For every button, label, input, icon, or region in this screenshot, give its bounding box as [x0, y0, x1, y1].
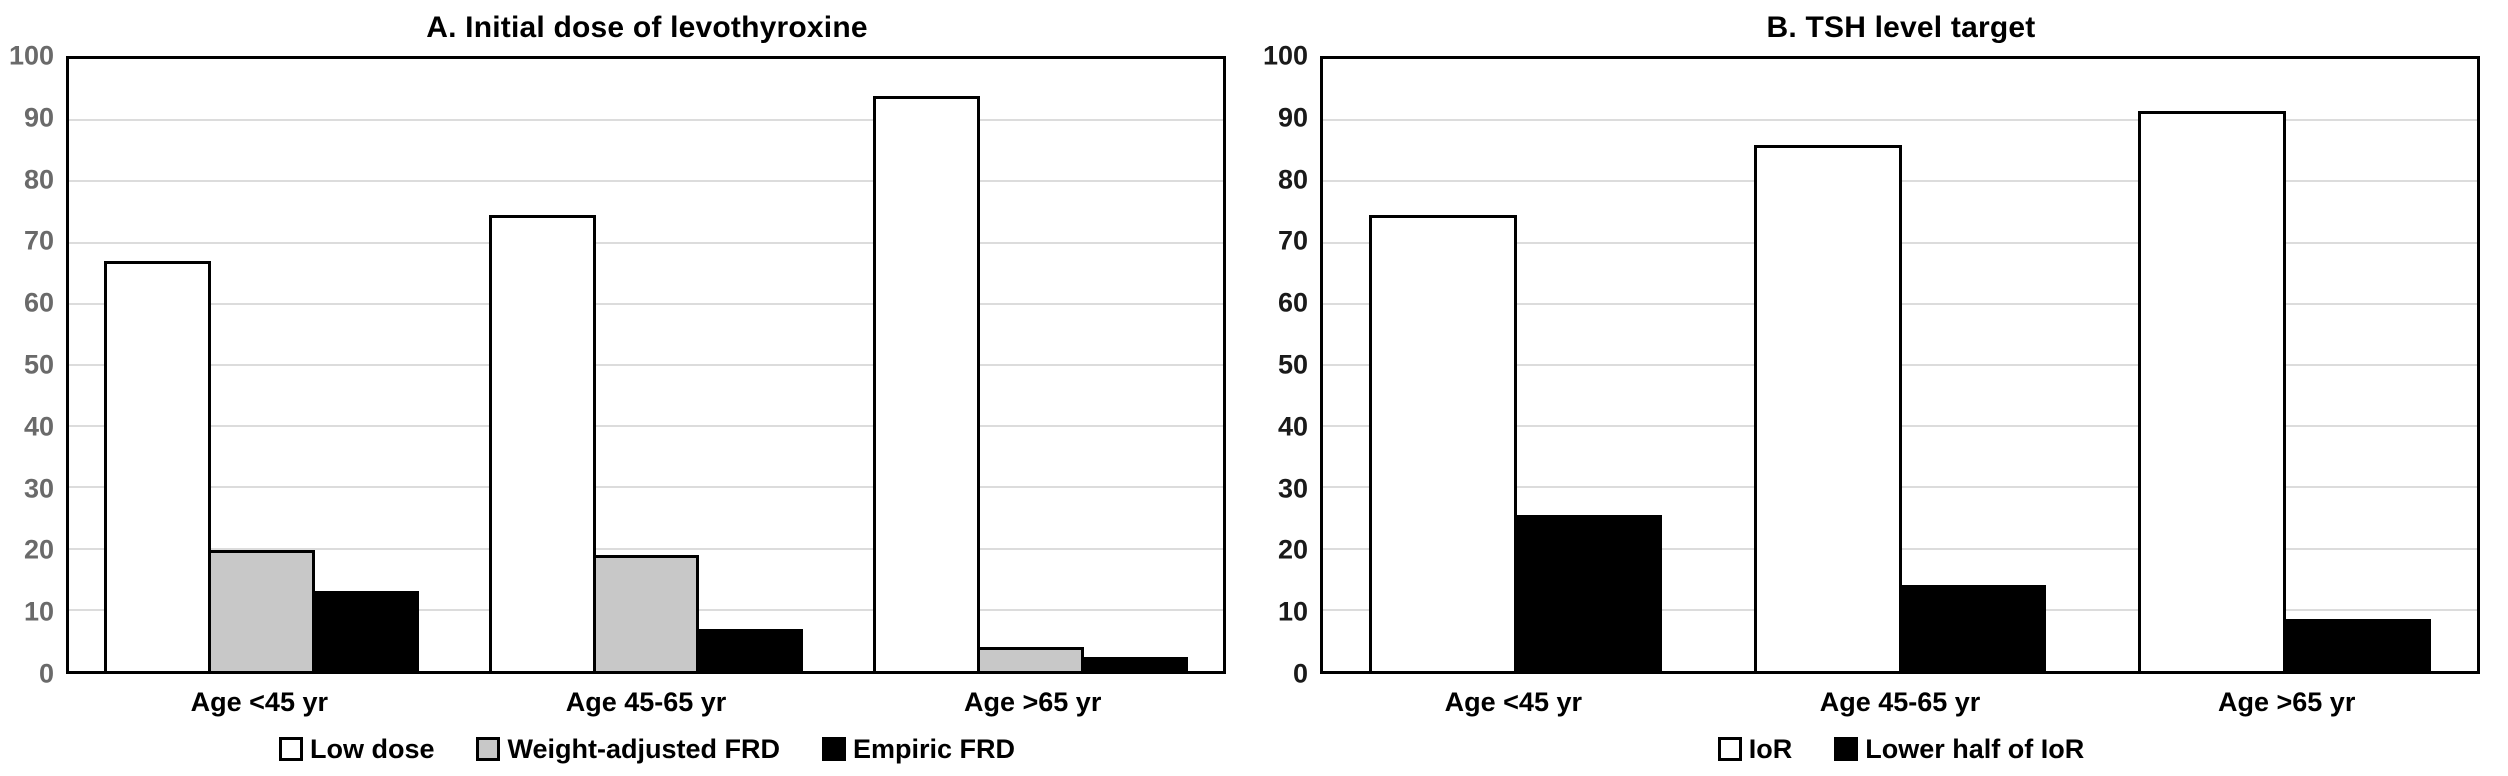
- gridline: [1323, 119, 2477, 122]
- gridline: [69, 486, 1223, 489]
- bar-group-age-65-yr: [838, 59, 1223, 671]
- x-axis-labels-b: Age <45 yr Age 45-65 yr Age >65 yr: [1320, 674, 2480, 722]
- gridline: [69, 364, 1223, 366]
- chart-title-b: B. TSH level target: [1766, 11, 2036, 44]
- bar-groups: [1323, 59, 2477, 671]
- x-category-label-age-45-yr: Age <45 yr: [1444, 687, 1582, 717]
- bar-low-dose-age-45-yr: [104, 260, 211, 671]
- y-tick-label: 100: [1262, 40, 1308, 71]
- y-tick-label: 50: [1277, 349, 1308, 380]
- bar-group-age-45-yr: [1323, 59, 1708, 671]
- legend-swatch-weight-adjusted-frd: [476, 737, 501, 761]
- legend-item-weight-adjusted-frd: Weight-adjusted FRD: [476, 734, 780, 765]
- y-tick-label: 70: [1277, 225, 1308, 256]
- y-tick-label: 0: [38, 658, 54, 689]
- legend-item-empiric-frd: Empiric FRD: [821, 733, 1016, 765]
- bar-group-age-65-yr: [2092, 59, 2477, 671]
- bar-group-age-45-65-yr: [454, 59, 839, 671]
- legend-swatch-ior: [1717, 737, 1742, 761]
- bar-low-dose-age-45-65-yr: [488, 215, 596, 671]
- y-tick-label: 90: [1277, 102, 1308, 133]
- y-tick-label: 40: [1277, 411, 1308, 442]
- y-tick-label: 10: [23, 596, 54, 627]
- y-tick-label: 80: [1277, 164, 1308, 195]
- gridline: [69, 180, 1223, 183]
- legend-label: Empiric FRD: [852, 733, 1016, 764]
- y-tick-label: 10: [1277, 596, 1308, 627]
- y-tick-label: 30: [1277, 473, 1308, 504]
- legend-label: Weight-adjusted FRD: [507, 733, 780, 764]
- y-tick-label: 20: [23, 534, 54, 565]
- bar-groups: [69, 59, 1223, 671]
- legend-item-ior: IoR: [1717, 733, 1793, 765]
- legend-label: IoR: [1748, 733, 1793, 764]
- y-tick-label: 70: [23, 225, 54, 256]
- bar-lower-half-of-ior-age-45-65-yr: [1898, 585, 2047, 671]
- panel-initial-dose: A. Initial dose of levothyroxine 0 10 20 30…: [0, 11, 1254, 776]
- x-category-label-age-45-65-yr: Age 45-65 yr: [565, 687, 727, 717]
- panel-tsh-target: B. TSH level target 0 10 20 30 40 50 60 70 80 90 1…: [1254, 0, 2508, 776]
- x-category-label-age-65-yr: Age >65 yr: [2218, 687, 2356, 717]
- gridline: [69, 119, 1223, 122]
- y-tick-label: 30: [23, 473, 54, 504]
- legend-swatch-low-dose: [278, 737, 303, 761]
- gridline: [69, 302, 1223, 305]
- plot-area-b: [1320, 56, 2480, 674]
- bar-weight-adjusted-frd-age-45-yr: [207, 550, 315, 671]
- bar-weight-adjusted-frd-age-45-65-yr: [592, 554, 700, 671]
- y-tick-label: 50: [23, 349, 54, 380]
- bar-group-age-45-65-yr: [1708, 59, 2093, 671]
- bar-low-dose-age-65-yr: [873, 95, 981, 671]
- legend-label: Low dose: [309, 733, 435, 764]
- x-axis-labels-a: Age <45 yr Age 45-65 yr Age >65 yr: [66, 674, 1226, 722]
- bar-empiric-frd-age-45-65-yr: [696, 629, 804, 671]
- legend-label: Lower half of IoR: [1865, 733, 2085, 764]
- legend-swatch-lower-half-of-ior: [1834, 737, 1859, 761]
- legend-swatch-empiric-frd: [821, 737, 846, 761]
- x-category-label-age-45-yr: Age <45 yr: [190, 687, 328, 717]
- x-category-label-age-65-yr: Age >65 yr: [964, 687, 1102, 717]
- gridline: [69, 425, 1223, 428]
- gridline: [69, 241, 1223, 244]
- bar-ior-age-45-yr: [1368, 215, 1517, 671]
- y-axis-a: 0 10 20 30 40 50 60 70 80 90 100: [0, 42, 66, 687]
- bar-lower-half-of-ior-age-45-yr: [1513, 514, 1662, 671]
- y-axis-b: 0 10 20 30 40 50 60 70 80 90 100: [1254, 42, 1320, 687]
- plot-area-a: [66, 56, 1226, 674]
- x-category-label-age-45-65-yr: Age 45-65 yr: [1819, 687, 1981, 717]
- legend-item-lower-half-of-ior: Lower half of IoR: [1834, 734, 2084, 765]
- legend-a: Low dose Weight-adjusted FRD Empiric FRD: [40, 722, 1254, 776]
- bar-empiric-frd-age-65-yr: [1081, 656, 1188, 671]
- y-tick-label: 90: [23, 102, 54, 133]
- bar-lower-half-of-ior-age-65-yr: [2283, 618, 2432, 671]
- y-tick-label: 80: [23, 164, 54, 195]
- gridline: [69, 547, 1223, 550]
- y-tick-label: 60: [1277, 287, 1308, 318]
- bar-group-age-45-yr: [69, 59, 454, 671]
- y-tick-label: 60: [23, 287, 54, 318]
- bar-ior-age-65-yr: [2138, 111, 2287, 671]
- legend-item-low-dose: Low dose: [278, 733, 435, 765]
- y-tick-label: 40: [23, 411, 54, 442]
- bar-empiric-frd-age-45-yr: [311, 591, 419, 671]
- legend-b: IoR Lower half of IoR: [1294, 722, 2508, 776]
- y-tick-label: 0: [1292, 658, 1308, 689]
- chart-area-b: 0 10 20 30 40 50 60 70 80 90 100: [1254, 42, 2508, 687]
- chart-area-a: 0 10 20 30 40 50 60 70 80 90 100: [0, 42, 1254, 687]
- bar-ior-age-45-65-yr: [1753, 144, 1902, 671]
- y-tick-label: 20: [1277, 534, 1308, 565]
- bar-weight-adjusted-frd-age-65-yr: [977, 646, 1085, 671]
- y-tick-label: 100: [8, 40, 54, 71]
- chart-title-a: A. Initial dose of levothyroxine: [426, 11, 868, 44]
